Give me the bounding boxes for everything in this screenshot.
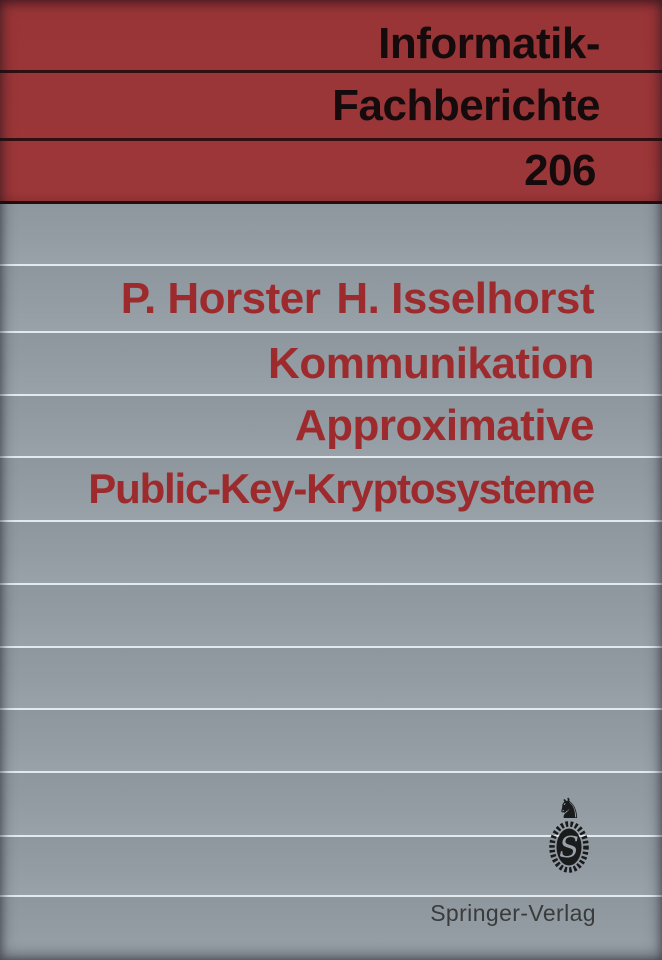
springer-horse-logo-icon: ♞ S: [546, 792, 593, 880]
series-title-line-2: Fachberichte: [332, 80, 600, 130]
stripe-band: [0, 204, 662, 266]
title-text-1: Kommunikation: [268, 338, 594, 388]
medallion-core: [556, 828, 582, 866]
title-text-2: Approximative: [294, 401, 595, 450]
series-band-row-3: 206: [0, 141, 662, 204]
stripe-band: [0, 522, 662, 585]
title-line-2: Approximative: [0, 396, 662, 458]
title-line-1: Kommunikation: [0, 333, 662, 396]
knight-icon: ♞: [556, 793, 581, 825]
springer-monogram: S: [559, 830, 579, 864]
author-1: P. Horster: [120, 273, 321, 323]
stripe-band: [0, 773, 662, 837]
series-band-row-1: Informatik-: [0, 0, 662, 73]
author-2: H. Isselhorst: [336, 273, 594, 323]
series-band: Informatik- Fachberichte 206: [0, 0, 662, 204]
series-number: 206: [524, 146, 596, 195]
wreath-ring: [549, 821, 589, 873]
series-band-row-2: Fachberichte: [0, 73, 662, 141]
series-title-line-1: Informatik-: [378, 19, 600, 68]
publisher-name: Springer-Verlag: [430, 900, 596, 926]
authors-line: P. Horster H. Isselhorst: [0, 266, 662, 333]
stripe-band: [0, 648, 662, 710]
stripe-band: [0, 897, 662, 960]
title-line-3: Public-Key-Kryptosysteme: [0, 458, 662, 522]
stripe-band: [0, 710, 662, 773]
title-text-3: Public-Key-Kryptosysteme: [88, 465, 595, 512]
stripe-band: [0, 585, 662, 648]
